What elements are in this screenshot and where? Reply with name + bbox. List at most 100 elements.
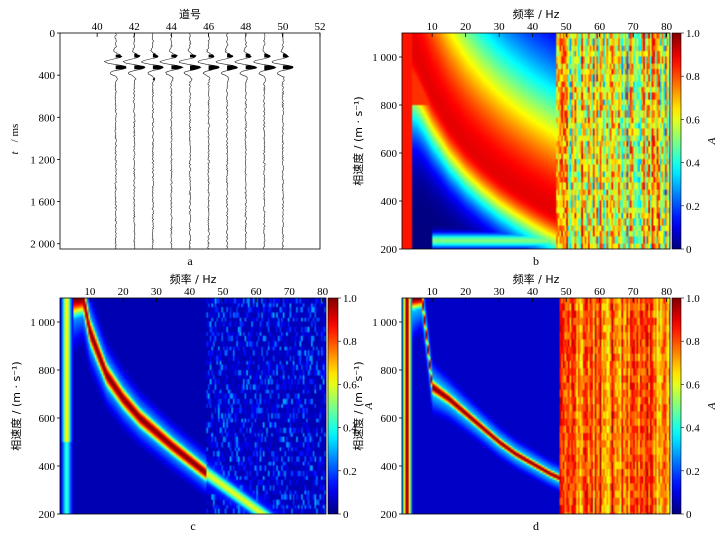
heatmap-image-d	[402, 298, 670, 514]
y-tick-label: 800	[39, 112, 56, 124]
panel-caption: a	[187, 254, 193, 268]
x-tick-label: 80	[661, 21, 673, 33]
trace-fill	[134, 53, 146, 70]
colorbar-bar	[671, 297, 682, 515]
y-axis: 0 400 800 1 200 1 600 2 000 t / ms	[9, 28, 60, 251]
x-tick-label: 80	[317, 286, 329, 298]
x-tick-label: 60	[594, 286, 606, 298]
x-tick-label: 60	[594, 21, 606, 33]
colorbar-tick-label: 1.0	[686, 28, 700, 40]
x-axis: 10 20 30 40 50 60 70 80 频率 / Hz	[427, 272, 673, 302]
x-tick-label: 50	[561, 21, 573, 33]
colorbar-label: A	[363, 402, 375, 410]
colorbar: 0 0.2 0.4 0.6 0.8 1.0 A	[671, 28, 718, 256]
y-tick-label: 2 000	[30, 239, 55, 251]
x-tick-label: 20	[460, 286, 472, 298]
colorbar-tick-label: 0.6	[686, 379, 700, 391]
y-axis-title: 相速度 / (m · s⁻¹)	[9, 361, 23, 450]
y-tick-label: 1 200	[30, 154, 55, 166]
x-tick-label: 42	[129, 21, 140, 33]
trace-fill	[227, 53, 238, 71]
x-axis: 10 20 30 40 50 60 70 80 频率 / Hz	[427, 7, 673, 37]
y-tick-label: 200	[381, 244, 398, 256]
x-tick-label: 70	[628, 21, 640, 33]
y-tick-label: 800	[39, 365, 56, 377]
y-axis-title: 相速度 / (m · s⁻¹)	[351, 96, 365, 185]
y-axis: 200 400 600 800 1 000 相速度 / (m · s⁻¹)	[351, 52, 402, 256]
y-tick-label: 1 000	[372, 52, 397, 64]
x-axis: 40 42 44 46 48 50 52 道号	[92, 7, 326, 37]
y-axis-title: 相速度 / (m · s⁻¹)	[351, 361, 365, 450]
x-tick-label: 40	[184, 286, 196, 298]
y-tick-label: 200	[39, 509, 56, 521]
x-tick-label: 10	[427, 286, 439, 298]
x-axis-title: 频率 / Hz	[170, 272, 217, 286]
x-axis-title: 频率 / Hz	[513, 272, 560, 286]
trace-fill	[245, 53, 257, 70]
x-tick-label: 30	[494, 21, 506, 33]
colorbar-tick-label: 0.8	[686, 336, 700, 348]
plot-frame	[59, 297, 327, 515]
panel-a: 40 42 44 46 48 50 52 道号 0 400 800 1 200 1 600 2 000 t /…	[9, 7, 326, 268]
plot-frame	[401, 297, 671, 515]
trace-fill	[115, 54, 126, 70]
heatmap-image-b	[402, 33, 670, 249]
panel-caption: b	[533, 254, 539, 268]
panel-b: 10 20 30 40 50 60 70 80 频率 / Hz 200 400 600 800 1 000…	[351, 7, 718, 268]
x-tick-label: 50	[217, 286, 229, 298]
x-tick-label: 40	[527, 286, 539, 298]
panel-caption: c	[190, 519, 195, 533]
colorbar: 0 0.2 0.4 0.6 0.8 1.0 A	[327, 293, 375, 521]
panel-d: 10 20 30 40 50 60 70 80 频率 / Hz 200 400 600 800 1 000…	[351, 272, 718, 533]
x-tick-label: 30	[151, 286, 163, 298]
x-tick-label: 70	[628, 286, 640, 298]
y-tick-label: 600	[381, 148, 398, 160]
y-tick-label: 400	[39, 461, 56, 473]
x-tick-label: 50	[561, 286, 573, 298]
x-tick-label: 80	[661, 286, 673, 298]
y-tick-label: 200	[381, 509, 398, 521]
x-tick-label: 40	[92, 21, 104, 33]
colorbar-tick-label: 0	[686, 509, 692, 521]
panel-c: 10 20 30 40 50 60 70 80 频率 / Hz 200 400 600 800 1 000…	[9, 272, 375, 533]
x-tick-label: 20	[460, 21, 472, 33]
colorbar-tick-label: 0.6	[686, 114, 700, 126]
x-tick-label: 50	[277, 21, 289, 33]
colorbar-label: A	[706, 137, 718, 145]
colorbar-tick-label: 0.4	[686, 158, 700, 170]
colorbar-tick-label: 0.8	[343, 336, 357, 348]
colorbar-tick-label: 1.0	[686, 293, 700, 305]
colorbar-tick-label: 0.2	[343, 466, 357, 478]
y-axis-unit: / ms	[9, 124, 21, 143]
y-tick-label: 400	[381, 196, 398, 208]
y-tick-label: 600	[39, 413, 56, 425]
colorbar-tick-label: 1.0	[343, 293, 357, 305]
x-axis-title: 道号	[179, 7, 201, 21]
x-tick-label: 48	[240, 21, 252, 33]
x-axis-title: 频率 / Hz	[513, 7, 560, 21]
trace-fill	[208, 54, 220, 71]
trace-line	[271, 33, 294, 250]
y-tick-label: 600	[381, 413, 398, 425]
y-tick-label: 1 000	[30, 317, 55, 329]
traces	[103, 32, 294, 250]
x-tick-label: 70	[284, 286, 296, 298]
y-tick-label: 800	[381, 100, 398, 112]
colorbar-label: A	[706, 402, 718, 410]
y-axis-symbol: t	[9, 151, 21, 155]
colorbar-bar	[327, 297, 339, 515]
y-axis: 200 400 600 800 1 000 相速度 / (m · s⁻¹)	[351, 317, 402, 521]
colorbar-tick-label: 0.4	[686, 423, 700, 435]
x-tick-label: 10	[84, 286, 96, 298]
y-tick-label: 400	[39, 70, 56, 82]
y-tick-label: 0	[50, 28, 56, 40]
colorbar-tick-label: 0.2	[686, 466, 700, 478]
trace-fill	[190, 54, 201, 71]
x-tick-label: 46	[203, 21, 215, 33]
y-tick-label: 1 000	[372, 317, 397, 329]
colorbar-tick-label: 0	[343, 509, 349, 521]
y-axis-title: t / ms	[9, 124, 21, 155]
colorbar-tick-label: 0.4	[343, 423, 357, 435]
y-axis: 200 400 600 800 1 000 相速度 / (m · s⁻¹)	[9, 317, 60, 521]
